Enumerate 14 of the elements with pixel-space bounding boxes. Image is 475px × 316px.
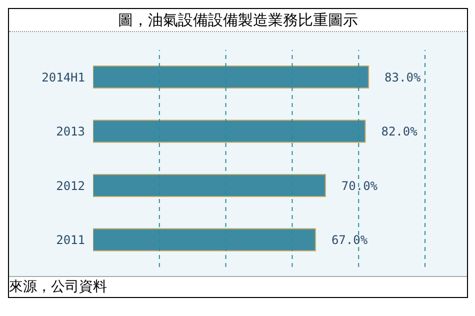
bar bbox=[93, 174, 326, 197]
bar bbox=[93, 228, 316, 252]
data-label: 70.0% bbox=[341, 178, 378, 193]
bar bbox=[93, 66, 370, 88]
data-label: 83.0% bbox=[384, 70, 422, 84]
y-tick-label: 2012 bbox=[56, 178, 85, 193]
y-tick-label: 2011 bbox=[56, 233, 85, 248]
y-tick-label: 2014H1 bbox=[42, 70, 85, 84]
chart-title: 圖，油氣設備設備製造業務比重圖示 bbox=[9, 9, 467, 32]
data-label: 82.0% bbox=[381, 124, 418, 139]
text: 來源，公司資料 bbox=[9, 276, 467, 297]
data-label: 67.0% bbox=[331, 233, 368, 248]
bar bbox=[93, 120, 366, 143]
y-tick-label: 2013 bbox=[56, 124, 85, 139]
